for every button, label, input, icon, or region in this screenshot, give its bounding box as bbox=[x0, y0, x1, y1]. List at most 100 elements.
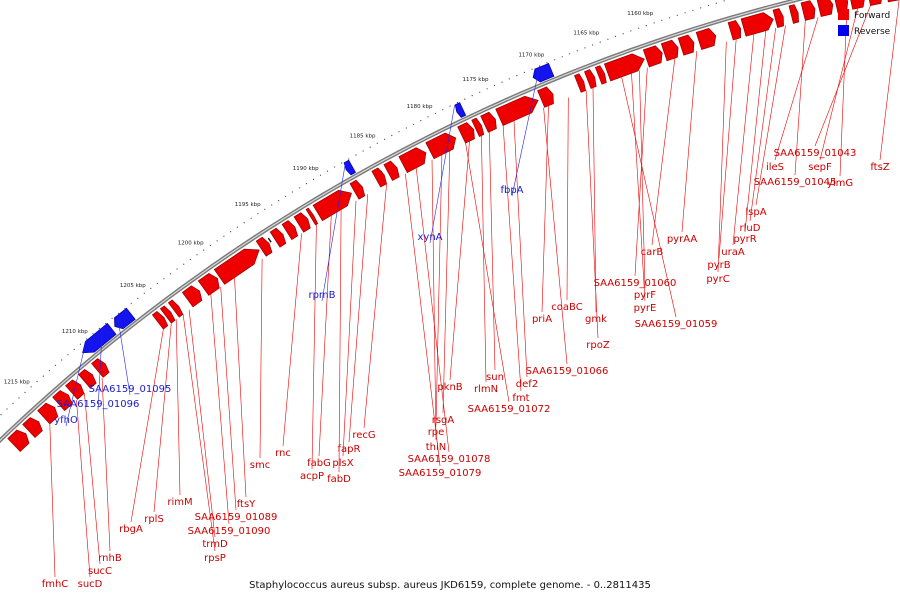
forward-gene-arrow bbox=[642, 45, 663, 68]
scale-dot bbox=[384, 138, 386, 140]
forward-leader-line bbox=[749, 27, 776, 222]
forward-gene-label: fapR bbox=[338, 444, 361, 455]
scale-dot bbox=[278, 200, 280, 202]
forward-leader-line bbox=[814, 5, 871, 147]
forward-gene-label: sepF bbox=[808, 162, 832, 173]
forward-gene-arrow bbox=[425, 132, 457, 160]
forward-leader-line bbox=[311, 224, 317, 470]
forward-leader-line bbox=[405, 173, 441, 467]
scale-dot bbox=[73, 348, 75, 350]
scale-dot bbox=[669, 17, 671, 19]
scale-dot bbox=[124, 307, 126, 309]
scale-dot bbox=[493, 84, 496, 87]
forward-leader-line bbox=[435, 154, 443, 426]
scale-dot bbox=[54, 364, 57, 366]
scale-dot bbox=[143, 292, 145, 294]
scale-dot bbox=[449, 105, 451, 107]
forward-leader-line bbox=[541, 105, 549, 313]
forward-gene-label: pyrF bbox=[634, 290, 656, 301]
scale-dot bbox=[271, 204, 273, 206]
tick-label: 1200 kbp bbox=[178, 241, 204, 247]
scale-dot bbox=[376, 142, 378, 144]
scale-dot bbox=[18, 397, 20, 399]
forward-gene-arrow bbox=[312, 189, 352, 222]
forward-gene-label: pknB bbox=[437, 382, 462, 393]
forward-gene-arrow bbox=[293, 212, 311, 233]
forward-gene-label: SAA6159_01089 bbox=[195, 512, 278, 523]
scale-dot bbox=[319, 174, 322, 176]
forward-leader-line bbox=[639, 70, 646, 289]
forward-leader-line bbox=[153, 323, 172, 513]
forward-leader-line bbox=[101, 378, 111, 552]
forward-leader-line bbox=[342, 200, 357, 457]
forward-leader-line bbox=[489, 131, 496, 371]
reverse-leader-line bbox=[117, 315, 131, 396]
forward-gene-arrow bbox=[305, 207, 319, 226]
forward-gene-arrow bbox=[594, 65, 607, 85]
forward-gene-arrow bbox=[660, 39, 679, 62]
scale-dot bbox=[12, 402, 14, 404]
scale-dot bbox=[653, 22, 655, 24]
tick-label: 1195 kbp bbox=[235, 202, 261, 208]
forward-gene-label: sucC bbox=[88, 566, 112, 577]
scale-dot bbox=[569, 53, 571, 55]
scale-dot bbox=[341, 162, 343, 164]
scale-dot bbox=[723, 0, 725, 2]
reverse-gene-label: yfhO bbox=[54, 415, 78, 426]
scale-dot bbox=[130, 302, 132, 304]
scale-dot bbox=[236, 226, 238, 228]
forward-leader-line bbox=[210, 293, 230, 525]
tick-label: 1170 kbp bbox=[518, 52, 544, 58]
forward-gene-arrow bbox=[850, 0, 865, 10]
forward-leader-line bbox=[651, 58, 676, 246]
forward-gene-arrow bbox=[398, 147, 427, 174]
scale-dot bbox=[692, 9, 694, 11]
forward-gene-arrow bbox=[480, 111, 497, 133]
scale-dot bbox=[684, 12, 686, 14]
scale-dot bbox=[369, 146, 371, 148]
forward-gene-arrow bbox=[255, 236, 273, 257]
reverse-leader-line bbox=[65, 340, 87, 427]
tick-label: 1160 kbp bbox=[627, 11, 653, 17]
forward-gene-arrow bbox=[772, 8, 784, 28]
scale-dot bbox=[250, 217, 252, 219]
forward-gene-arrow bbox=[574, 73, 587, 93]
scale-dot bbox=[42, 375, 44, 377]
forward-leader-line bbox=[621, 76, 677, 318]
forward-gene-label: rlmN bbox=[474, 384, 498, 395]
forward-gene-label: SAA6159_01045 bbox=[754, 177, 837, 188]
scale-dot bbox=[348, 158, 350, 160]
forward-gene-arrow bbox=[78, 368, 97, 389]
forward-leader-line bbox=[415, 167, 450, 453]
forward-gene-label: fmt bbox=[512, 393, 529, 404]
scale-dot bbox=[117, 312, 120, 314]
scale-dot bbox=[427, 116, 429, 118]
forward-leader-line bbox=[188, 309, 216, 538]
forward-leader-line bbox=[717, 41, 727, 273]
forward-gene-arrow bbox=[800, 0, 816, 21]
forward-gene-arrow bbox=[213, 248, 260, 285]
scale-dot bbox=[156, 282, 158, 285]
tick-label: 1175 kbp bbox=[463, 77, 489, 83]
forward-leader-line bbox=[681, 51, 697, 233]
forward-gene-label: plsX bbox=[332, 458, 353, 469]
scale-dot bbox=[456, 102, 459, 104]
forward-gene-label: trmD bbox=[202, 539, 228, 550]
gene-features bbox=[7, 0, 899, 452]
forward-gene-arrow bbox=[695, 28, 717, 50]
forward-leader-line bbox=[465, 143, 510, 403]
forward-gene-label: SAA6159_01043 bbox=[774, 148, 857, 159]
scale-dot bbox=[257, 213, 259, 215]
forward-gene-label: SAA6159_01059 bbox=[635, 319, 718, 330]
forward-gene-arrow bbox=[868, 0, 882, 6]
scale-dot bbox=[30, 386, 32, 388]
forward-gene-label: coaBC bbox=[551, 302, 582, 313]
scale-dot bbox=[92, 333, 94, 335]
forward-gene-arrow bbox=[495, 95, 539, 126]
scale-dot bbox=[638, 27, 640, 29]
scale-dot bbox=[137, 297, 139, 299]
forward-gene-arrow bbox=[349, 179, 366, 200]
scale-dot bbox=[291, 191, 294, 193]
